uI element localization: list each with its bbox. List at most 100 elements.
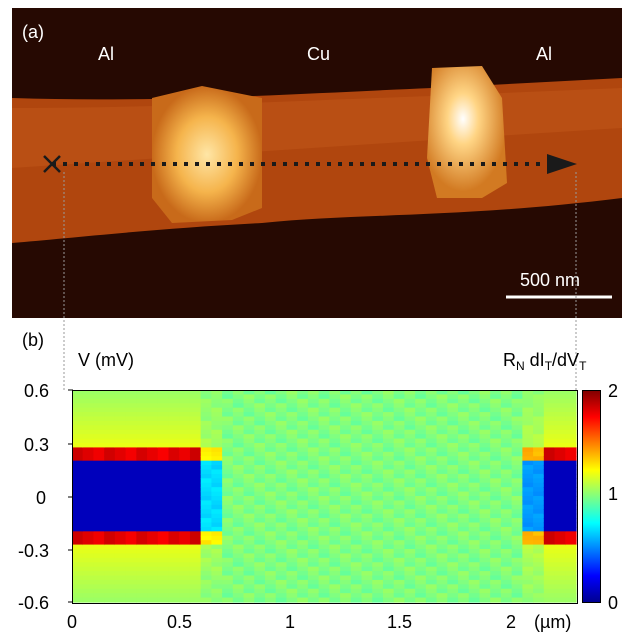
heatmap-cell [468,553,481,559]
heatmap-cell [340,398,352,404]
heatmap-cell [490,562,502,568]
heatmap-cell [189,531,202,537]
heatmap-cell [222,549,234,555]
heatmap-cell [222,575,234,581]
heatmap-cell [211,473,223,479]
heatmap-cell [243,491,255,497]
heatmap-cell [468,412,481,418]
heatmap-cell [490,504,502,510]
heatmap-cell [340,509,352,515]
heatmap-cell [297,390,309,396]
heatmap-cell [361,491,373,497]
heatmap-cell [565,394,577,400]
heatmap-cell [361,531,373,537]
heatmap-cell [350,487,363,493]
heatmap-cell [479,566,491,572]
heatmap-cell [136,526,148,532]
heatmap-cell [82,460,95,466]
heatmap-cell [393,553,406,559]
topography-image: (a) Al Cu Al 500 nm [12,8,622,318]
heatmap-cell [254,487,266,493]
heatmap-cell [404,487,416,493]
heatmap-cell [554,522,566,528]
heatmap-cell [232,579,245,585]
heatmap-cell [522,500,534,506]
heatmap-cell [157,438,170,444]
heatmap-cell [297,465,309,471]
heatmap-cell [361,566,373,572]
heatmap-cell [565,500,577,506]
heatmap-cell [157,456,170,462]
heatmap-cell [125,416,137,422]
heatmap-cell [458,478,470,484]
heatmap-cell [533,597,545,603]
heatmap-cell [447,394,459,400]
heatmap-cell [297,571,309,577]
heatmap-cell [425,451,438,457]
heatmap-cell [211,531,223,537]
heatmap-cell [458,465,470,471]
heatmap-cell [533,496,545,502]
heatmap-cell [458,469,470,475]
heatmap-cell [490,412,502,418]
heatmap-cell [157,482,170,488]
heatmap-cell [500,531,513,537]
heatmap-cell [458,429,470,435]
heatmap-cell [82,531,95,537]
heatmap-cell [232,460,245,466]
heatmap-cell [232,412,245,418]
heatmap-cell [522,438,534,444]
heatmap-cell [286,535,298,541]
heatmap-cell [168,438,180,444]
heatmap-cell [425,469,438,475]
heatmap-cell [468,597,481,603]
heatmap-cell [350,553,363,559]
heatmap-cell [265,412,277,418]
heatmap-cell [340,562,352,568]
heatmap-cell [522,522,534,528]
heatmap-cell [243,588,255,594]
heatmap-cell [104,584,116,590]
heatmap-cell [72,460,84,466]
heatmap-cell [222,456,234,462]
heatmap-cell [361,460,373,466]
heatmap-cell [286,443,298,449]
heatmap-cell [307,509,320,515]
heatmap-cell [447,593,459,599]
heatmap-cell [232,553,245,559]
heatmap-cell [372,482,384,488]
heatmap-cell [82,571,95,577]
heatmap-cell [254,544,266,550]
heatmap-cell [318,513,330,519]
heatmap-cell [136,473,148,479]
heatmap-cell [490,500,502,506]
heatmap-cell [168,491,180,497]
heatmap-cell [189,579,202,585]
heatmap-cell [458,434,470,440]
heatmap-cell [189,504,202,510]
heatmap-cell [189,509,202,515]
heatmap-cell [404,526,416,532]
heatmap-cell [243,518,255,524]
heatmap-cell [468,518,481,524]
heatmap-cell [415,588,427,594]
heatmap-cell [350,535,363,541]
heatmap-cell [479,482,491,488]
heatmap-cell [72,549,84,555]
heatmap-cell [372,469,384,475]
heatmap-cell [179,434,191,440]
heatmap-cell [511,394,523,400]
heatmap-cell [318,566,330,572]
heatmap-cell [211,504,223,510]
heatmap-cell [222,438,234,444]
heatmap-cell [243,456,255,462]
heatmap-cell [104,460,116,466]
heatmap-cell [533,593,545,599]
heatmap-cell [254,478,266,484]
heatmap-cell [554,518,566,524]
heatmap-cell [179,416,191,422]
heatmap-cell [565,398,577,404]
heatmap-cell [157,535,170,541]
heatmap-cell [543,398,556,404]
heatmap-cell [147,553,159,559]
